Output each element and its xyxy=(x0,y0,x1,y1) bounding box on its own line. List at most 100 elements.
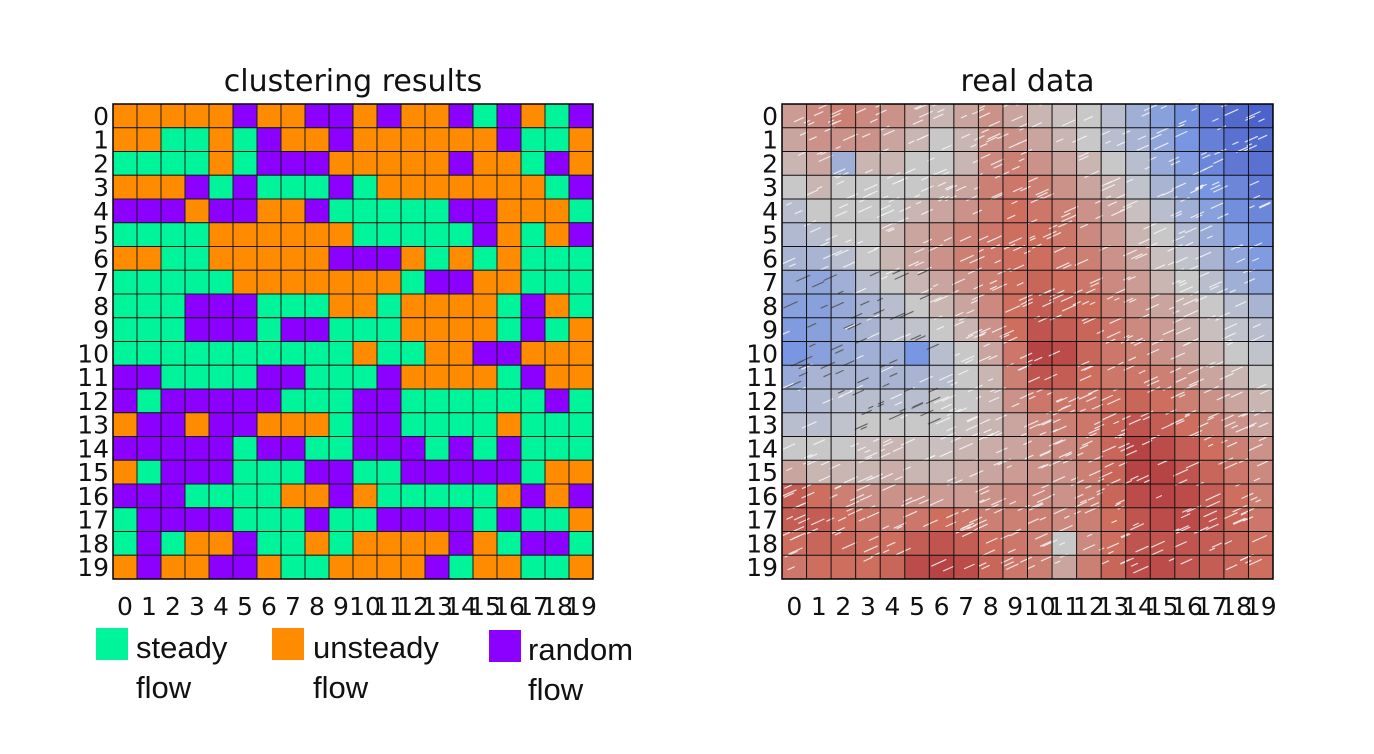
flow-streak xyxy=(1190,186,1204,194)
y-tick-label: 14 xyxy=(77,434,109,463)
flow-streak xyxy=(927,244,943,252)
real-data-cell xyxy=(1002,151,1028,176)
cluster-cell xyxy=(280,246,306,271)
flow-streak xyxy=(949,407,957,412)
flow-streak xyxy=(892,334,906,342)
flow-streak xyxy=(1113,420,1120,425)
flow-streak xyxy=(1037,464,1046,469)
flow-streak xyxy=(894,476,903,481)
flow-streak xyxy=(1039,451,1051,457)
flow-streak xyxy=(1032,489,1046,497)
cluster-cell xyxy=(400,554,426,580)
real-data-cell xyxy=(1052,484,1077,509)
flow-streak xyxy=(939,450,953,458)
flow-streak xyxy=(1236,258,1246,264)
flow-streak xyxy=(1124,450,1138,457)
real-data-cell xyxy=(782,175,807,200)
cluster-cell xyxy=(304,531,330,556)
cluster-cell xyxy=(232,127,258,152)
real-data-cell xyxy=(1248,151,1274,176)
flow-streak xyxy=(941,144,952,151)
cluster-cell xyxy=(424,412,450,437)
cluster-cell xyxy=(376,246,402,271)
flow-streak xyxy=(1210,202,1224,210)
cluster-cell xyxy=(376,127,402,152)
flow-streak xyxy=(1070,479,1084,487)
cluster-cell xyxy=(232,436,258,461)
x-tick-label: 2 xyxy=(165,592,181,621)
flow-streak xyxy=(1149,293,1161,300)
flow-streak xyxy=(969,469,984,478)
real-data-cell xyxy=(1248,317,1274,342)
flow-streak xyxy=(1039,540,1053,547)
real-data-cell xyxy=(929,507,955,532)
flow-streak xyxy=(985,136,998,143)
cluster-cell xyxy=(352,388,378,414)
flow-streak xyxy=(835,145,841,150)
real-data-cell xyxy=(1248,484,1274,509)
cluster-cell xyxy=(496,127,522,152)
cluster-cell xyxy=(160,364,186,390)
y-tick-label: 15 xyxy=(746,458,778,487)
cluster-cell xyxy=(328,388,354,414)
real-data-cell xyxy=(1199,484,1225,509)
flow-streak xyxy=(919,375,934,383)
real-data-cell xyxy=(782,151,807,176)
flow-streak xyxy=(1123,334,1130,339)
flow-streak xyxy=(1048,439,1064,447)
cluster-cell xyxy=(136,341,162,366)
flow-streak xyxy=(1153,142,1169,150)
flow-streak xyxy=(1106,331,1121,339)
flow-streak xyxy=(892,446,903,453)
cluster-cell xyxy=(280,317,306,342)
cluster-cell xyxy=(520,293,546,319)
flow-streak xyxy=(859,198,866,203)
flow-streak xyxy=(860,426,867,430)
real-data-cell xyxy=(978,294,1004,319)
flow-streak xyxy=(1206,235,1213,239)
flow-streak xyxy=(941,394,956,402)
flow-streak xyxy=(1106,542,1120,549)
flow-streak xyxy=(1018,158,1025,162)
cluster-cell xyxy=(400,198,426,224)
flow-streak xyxy=(1127,335,1134,339)
flow-streak xyxy=(1116,141,1127,147)
cluster-cell xyxy=(256,554,282,580)
real-data-cell xyxy=(1174,175,1200,200)
real-data-cell xyxy=(782,199,807,224)
flow-streak xyxy=(1058,524,1073,533)
real-data-cell xyxy=(880,412,906,437)
cluster-cell xyxy=(544,222,570,247)
real-data-cell xyxy=(904,294,930,319)
flow-streak xyxy=(1174,525,1189,533)
real-data-cell xyxy=(1223,151,1249,176)
flow-streak xyxy=(1099,184,1116,192)
flow-streak xyxy=(1190,290,1200,296)
cluster-cell xyxy=(304,412,330,437)
flow-streak xyxy=(979,105,986,109)
flow-streak xyxy=(1020,556,1033,563)
real-data-cell xyxy=(1125,484,1151,509)
flow-streak xyxy=(787,566,795,571)
cluster-cell xyxy=(448,459,474,485)
flow-streak xyxy=(955,185,967,192)
cluster-cell xyxy=(280,483,306,509)
real-data-cell xyxy=(806,270,832,295)
flow-streak xyxy=(1198,271,1210,278)
cluster-cell xyxy=(448,269,474,295)
real-data-cell xyxy=(855,270,881,295)
cluster-cell xyxy=(400,459,426,485)
real-data-cell xyxy=(1076,365,1102,390)
flow-streak xyxy=(1036,496,1050,504)
cluster-cell xyxy=(112,341,138,366)
flow-streak xyxy=(1115,499,1125,505)
flow-streak xyxy=(809,226,821,233)
real-data-cell xyxy=(1125,294,1151,319)
flow-streak xyxy=(1125,178,1134,183)
flow-streak xyxy=(841,541,857,550)
flow-streak xyxy=(1078,152,1089,158)
flow-streak xyxy=(1225,564,1238,571)
cluster-cell xyxy=(424,198,450,224)
x-tick-label: 16 xyxy=(1171,592,1203,621)
flow-streak xyxy=(1200,251,1212,258)
